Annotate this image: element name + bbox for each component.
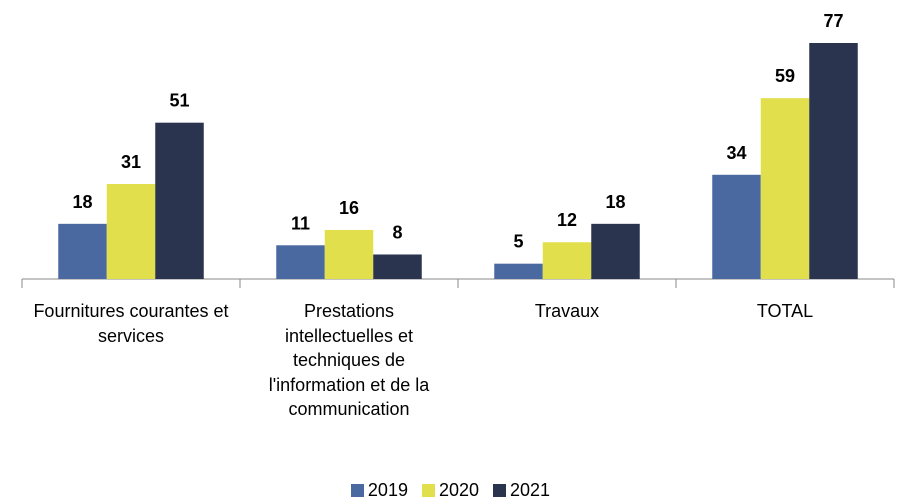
x-tick-label: Travaux <box>534 301 600 321</box>
data-label: 5 <box>513 232 523 252</box>
legend: 2019 2020 2021 <box>0 480 901 501</box>
data-label: 12 <box>557 210 577 230</box>
bar <box>58 223 107 279</box>
bar <box>106 183 156 279</box>
bar <box>373 254 422 279</box>
legend-label: 2019 <box>367 480 408 500</box>
legend-label: 2020 <box>438 480 480 500</box>
bar <box>760 98 810 279</box>
data-label: 59 <box>775 66 795 86</box>
data-label: 16 <box>339 198 359 218</box>
bar <box>494 263 543 279</box>
data-label: 11 <box>291 213 310 233</box>
legend-swatch <box>421 484 435 497</box>
x-tick-label: Prestations intellectuelles et technique… <box>268 301 430 419</box>
data-label: 31 <box>121 152 141 172</box>
legend-item: 2021 <box>493 480 550 501</box>
x-tick-label: TOTAL <box>756 301 814 321</box>
bar <box>155 122 204 279</box>
data-label: 18 <box>72 192 92 212</box>
data-label: 51 <box>169 91 189 111</box>
legend-label: 2021 <box>510 480 551 500</box>
legend-item: 2020 <box>421 480 480 501</box>
bar <box>712 174 761 279</box>
bar <box>324 229 374 279</box>
data-label: 77 <box>823 11 843 31</box>
data-label: 8 <box>392 222 402 242</box>
bar <box>542 242 592 279</box>
x-tick-label: Fournitures courantes et services <box>33 301 229 346</box>
data-label: 34 <box>726 143 746 163</box>
bar <box>591 223 640 279</box>
legend-swatch <box>350 484 364 497</box>
bar <box>276 245 325 279</box>
data-label: 18 <box>605 192 625 212</box>
legend-item: 2019 <box>350 480 408 501</box>
bar <box>809 42 858 280</box>
legend-swatch <box>493 484 507 497</box>
